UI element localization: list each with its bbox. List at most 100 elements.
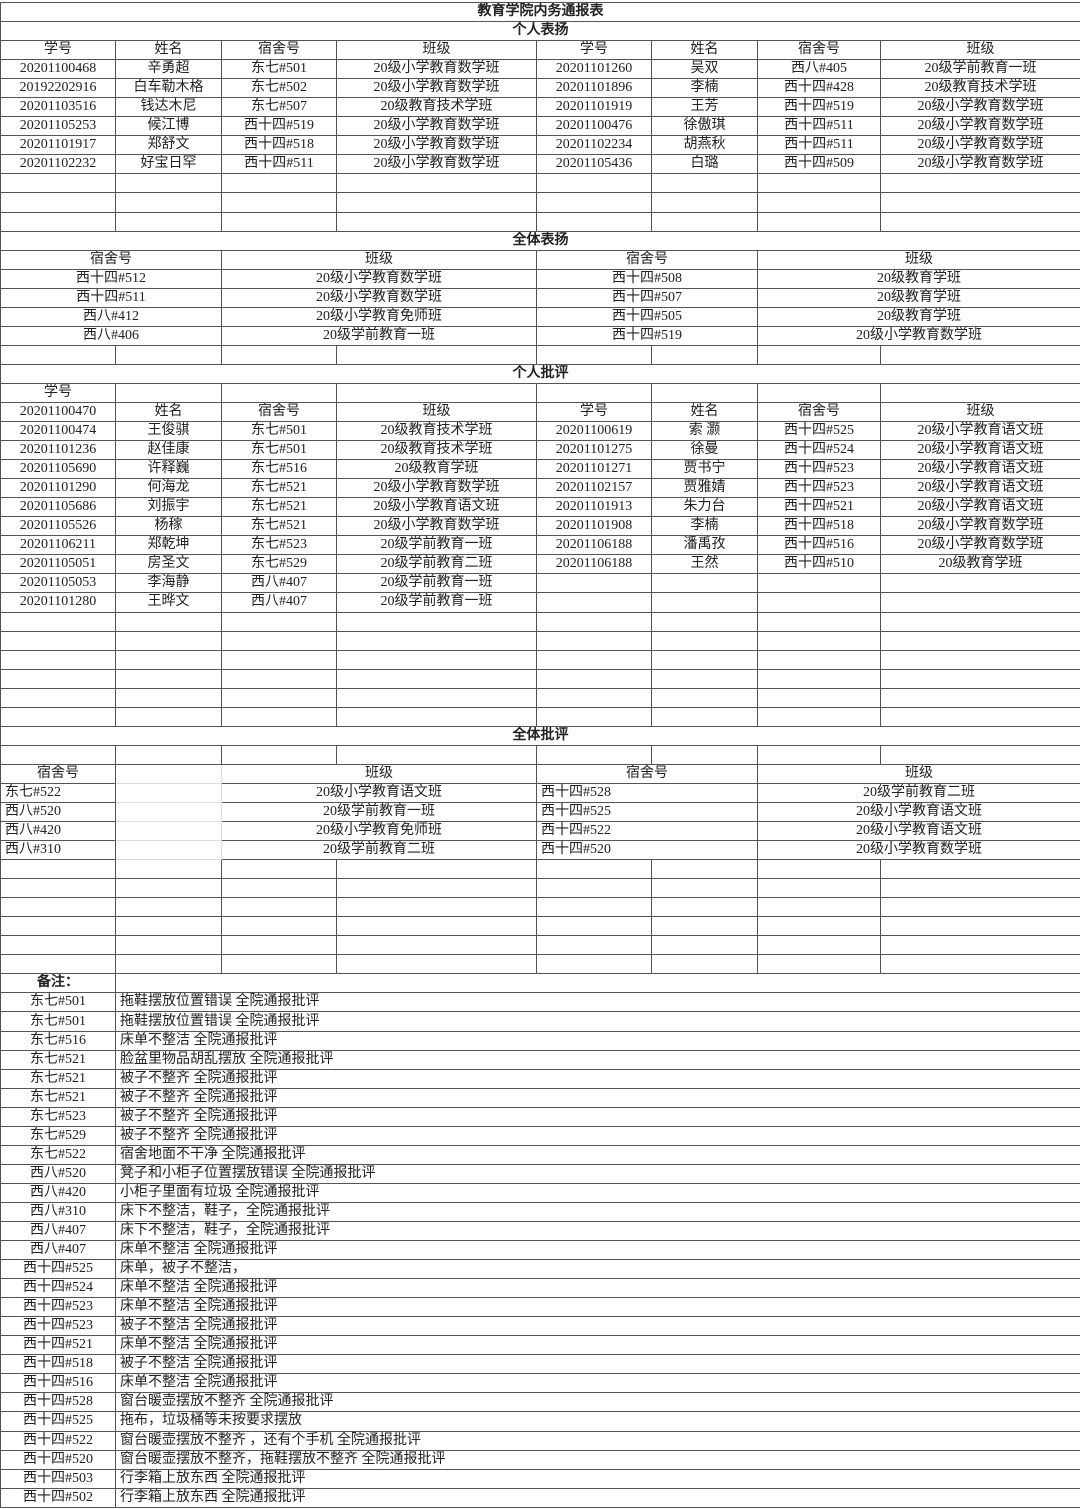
section-heading[interactable]: 个人批评 (1, 364, 1080, 383)
table-cell[interactable]: 20级教育技术学班 (881, 79, 1080, 98)
cell[interactable] (116, 879, 222, 898)
table-cell[interactable]: 西八#405 (758, 60, 881, 79)
table-cell[interactable]: 20级小学教育语文班 (337, 498, 537, 517)
table-cell[interactable]: 20201103516 (1, 98, 116, 117)
remark-text[interactable]: 床单，被子不整洁， (116, 1260, 1080, 1279)
table-cell[interactable]: 东七#501 (222, 422, 337, 441)
cell[interactable] (537, 212, 652, 231)
cell[interactable] (337, 650, 537, 669)
table-cell[interactable]: 白车勒木格 (116, 79, 222, 98)
cell[interactable] (881, 212, 1080, 231)
cell[interactable] (116, 955, 222, 974)
table-cell[interactable]: 20级小学教育数学班 (881, 98, 1080, 117)
remark-dorm[interactable]: 西十四#518 (1, 1355, 116, 1374)
table-cell[interactable]: 杨稼 (116, 517, 222, 536)
column-header[interactable]: 姓名 (652, 41, 758, 60)
table-cell[interactable]: 20201105253 (1, 117, 116, 136)
remark-dorm[interactable]: 西十四#502 (1, 1488, 116, 1507)
cell[interactable] (652, 745, 758, 764)
table-cell[interactable]: 西十四#523 (758, 479, 881, 498)
section-heading[interactable]: 全体批评 (1, 726, 1080, 745)
cell[interactable] (537, 860, 652, 879)
table-cell[interactable]: 20201101275 (537, 441, 652, 460)
cell[interactable] (222, 193, 337, 212)
table-cell[interactable]: 白璐 (652, 155, 758, 174)
cell[interactable] (337, 688, 537, 707)
column-header[interactable]: 宿舍号 (222, 41, 337, 60)
table-cell[interactable]: 20级小学教育语文班 (758, 822, 1080, 841)
cell[interactable] (337, 707, 537, 726)
cell[interactable] (537, 345, 652, 364)
table-cell[interactable]: 西十四#511 (1, 288, 222, 307)
cell[interactable] (537, 383, 652, 402)
remark-text[interactable]: 被子不整齐 全院通报批评 (116, 1126, 1080, 1145)
table-cell[interactable]: 东七#522 (1, 783, 116, 802)
cell[interactable] (652, 650, 758, 669)
table-cell[interactable]: 20201105436 (537, 155, 652, 174)
cell[interactable] (881, 707, 1080, 726)
cell[interactable] (116, 936, 222, 955)
table-cell[interactable]: 20级学前教育一班 (881, 60, 1080, 79)
cell[interactable] (652, 212, 758, 231)
remark-dorm[interactable]: 西八#407 (1, 1222, 116, 1241)
remark-dorm[interactable]: 西八#520 (1, 1164, 116, 1183)
table-cell[interactable]: 20级学前教育二班 (222, 841, 537, 860)
table-cell[interactable]: 西十四#507 (537, 288, 758, 307)
column-header[interactable]: 姓名 (652, 402, 758, 421)
section-heading[interactable]: 个人表扬 (1, 22, 1080, 41)
cell[interactable] (337, 936, 537, 955)
table-cell[interactable]: 20级学前教育二班 (758, 783, 1080, 802)
table-cell[interactable]: 郑乾坤 (116, 536, 222, 555)
column-header[interactable]: 宿舍号 (537, 250, 758, 269)
table-cell[interactable]: 20201106188 (537, 555, 652, 574)
table-cell[interactable]: 西八#407 (222, 574, 337, 593)
table-cell[interactable]: 李楠 (652, 517, 758, 536)
table-cell[interactable]: 吴双 (652, 60, 758, 79)
table-cell[interactable]: 东七#523 (222, 536, 337, 555)
remark-dorm[interactable]: 东七#523 (1, 1107, 116, 1126)
cell[interactable] (881, 917, 1080, 936)
cell[interactable] (881, 193, 1080, 212)
cell[interactable] (116, 745, 222, 764)
cell[interactable] (537, 174, 652, 193)
remark-dorm[interactable]: 西十四#521 (1, 1336, 116, 1355)
cell[interactable] (652, 345, 758, 364)
column-header[interactable]: 学号 (537, 402, 652, 421)
table-cell[interactable]: 西十四#521 (758, 498, 881, 517)
column-header[interactable]: 宿舍号 (758, 402, 881, 421)
table-cell[interactable]: 20级小学教育数学班 (758, 326, 1080, 345)
table-cell[interactable]: 20级学前教育一班 (337, 574, 537, 593)
cell[interactable] (1, 669, 116, 688)
column-header[interactable]: 姓名 (116, 402, 222, 421)
cell[interactable] (222, 612, 337, 631)
remark-text[interactable]: 宿舍地面不干净 全院通报批评 (116, 1145, 1080, 1164)
table-cell[interactable] (537, 574, 652, 593)
cell[interactable] (222, 745, 337, 764)
table-cell[interactable]: 李海静 (116, 574, 222, 593)
column-header[interactable]: 学号 (1, 383, 116, 402)
cell[interactable] (222, 955, 337, 974)
column-header[interactable]: 宿舍号 (537, 764, 758, 783)
column-header[interactable]: 班级 (881, 402, 1080, 421)
table-cell[interactable] (652, 574, 758, 593)
cell[interactable] (1, 936, 116, 955)
remark-text[interactable]: 被子不整洁 全院通报批评 (116, 1355, 1080, 1374)
table-cell[interactable]: 20201105690 (1, 460, 116, 479)
table-cell[interactable]: 钱达木尼 (116, 98, 222, 117)
cell[interactable] (881, 936, 1080, 955)
cell[interactable] (1, 174, 116, 193)
cell[interactable] (1, 745, 116, 764)
table-cell[interactable]: 许释巍 (116, 460, 222, 479)
remark-text[interactable]: 床单不整洁 全院通报批评 (116, 1279, 1080, 1298)
cell[interactable] (758, 650, 881, 669)
table-cell[interactable]: 20级小学教育语文班 (758, 802, 1080, 821)
cell[interactable] (652, 860, 758, 879)
table-cell[interactable]: 20级小学教育免师班 (222, 822, 537, 841)
cell[interactable] (758, 612, 881, 631)
cell[interactable] (116, 764, 222, 783)
cell[interactable] (222, 860, 337, 879)
cell[interactable] (652, 688, 758, 707)
table-cell[interactable]: 东七#501 (222, 441, 337, 460)
cell[interactable] (758, 745, 881, 764)
cell[interactable] (758, 955, 881, 974)
